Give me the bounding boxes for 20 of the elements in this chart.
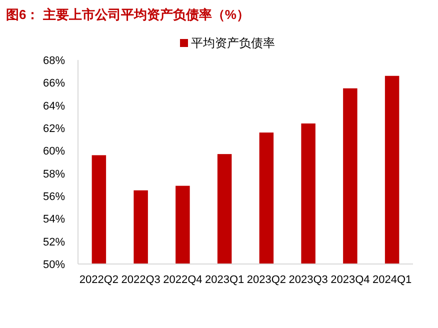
y-tick-label: 60% <box>42 146 66 158</box>
legend-label: 平均资产负债率 <box>191 36 275 50</box>
x-tick-label: 2022Q4 <box>163 274 202 286</box>
chart-title: 图6： 主要上市公司平均资产负债率（%） <box>6 7 250 22</box>
x-tick-label: 2022Q2 <box>79 274 119 286</box>
x-tick-label: 2022Q3 <box>121 274 160 286</box>
y-tick-label: 62% <box>42 123 66 135</box>
x-tick-label: 2023Q1 <box>204 274 244 286</box>
x-tick-label: 2023Q4 <box>330 274 370 286</box>
y-tick-label: 50% <box>42 259 66 271</box>
x-tick-label: 2023Q2 <box>246 274 286 286</box>
y-tick-label: 54% <box>42 214 66 226</box>
y-tick-label: 58% <box>42 168 66 180</box>
x-tick-label: 2023Q3 <box>288 274 328 286</box>
y-tick-label: 68% <box>42 55 66 67</box>
y-tick-label: 64% <box>42 100 66 112</box>
y-tick-label: 52% <box>42 236 66 248</box>
x-tick-label: 2024Q1 <box>372 274 412 286</box>
y-tick-label: 66% <box>42 78 66 90</box>
y-tick-label: 56% <box>42 191 66 203</box>
